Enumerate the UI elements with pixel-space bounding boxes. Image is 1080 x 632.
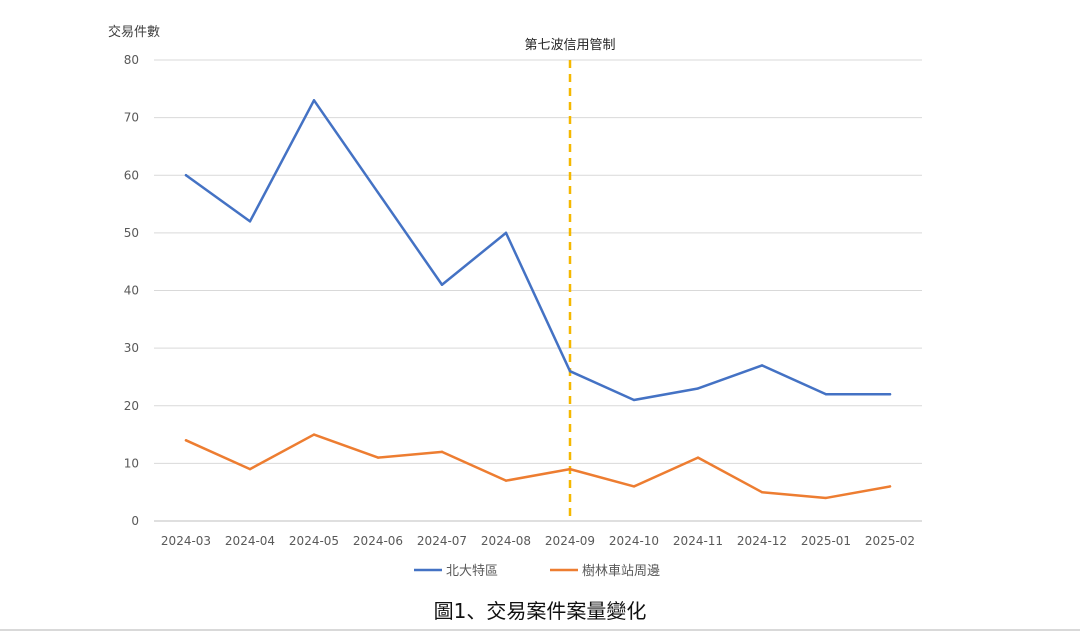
data-point	[376, 456, 380, 459]
x-tick-label: 2025-01	[801, 534, 851, 548]
data-point	[184, 174, 188, 177]
data-point	[184, 439, 188, 442]
data-point	[440, 450, 444, 454]
x-tick-label: 2024-03	[161, 534, 211, 548]
x-axis-ticks: 2024-03 2024-04 2024-05 2024-06 2024-07 2024-…	[161, 534, 915, 548]
x-tick-label: 2024-05	[289, 534, 339, 548]
data-point	[440, 283, 444, 286]
series-line-1	[184, 99, 892, 402]
annotation-label: 第七波信用管制	[524, 38, 615, 53]
figure-caption: 圖1、交易案件案量變化	[433, 599, 647, 623]
legend-entry: 北大特區	[446, 564, 498, 579]
data-point	[568, 467, 572, 471]
data-point	[632, 398, 636, 402]
y-tick-label: 20	[124, 399, 139, 413]
y-tick-label: 70	[124, 111, 139, 125]
x-tick-label: 2024-11	[673, 534, 723, 548]
series-lines	[184, 99, 892, 500]
x-tick-label: 2024-08	[481, 534, 531, 548]
y-axis-label: 交易件數	[108, 24, 160, 40]
data-point	[504, 231, 508, 235]
y-tick-label: 80	[124, 53, 139, 67]
data-point	[696, 456, 700, 459]
series-line-2	[184, 433, 892, 500]
data-point	[888, 485, 892, 488]
bottom-divider	[0, 629, 1080, 631]
x-tick-label: 2024-10	[609, 534, 659, 548]
legend: 北大特區 樹林車站周邊	[414, 564, 660, 579]
data-point	[568, 369, 572, 373]
legend-entry: 樹林車站周邊	[582, 564, 660, 579]
x-tick-label: 2024-09	[545, 534, 595, 548]
gridlines	[154, 59, 922, 522]
x-tick-label: 2024-06	[353, 534, 403, 548]
y-tick-label: 10	[124, 456, 139, 470]
data-point	[248, 220, 252, 223]
data-point	[376, 191, 380, 194]
y-tick-label: 50	[124, 226, 139, 240]
y-tick-label: 60	[124, 168, 139, 182]
y-tick-label: 0	[131, 514, 139, 528]
data-point	[888, 393, 892, 396]
data-point	[760, 364, 764, 367]
x-tick-label: 2024-07	[417, 534, 467, 548]
y-tick-label: 30	[124, 341, 139, 355]
data-point	[824, 496, 828, 500]
data-point	[504, 479, 508, 482]
data-point	[632, 485, 636, 488]
annotation: 第七波信用管制	[524, 38, 616, 521]
data-point	[696, 387, 700, 390]
y-axis-ticks: 0 10 20 30 40 50 60 70 80	[124, 53, 139, 528]
data-point	[312, 433, 316, 436]
data-point	[760, 490, 764, 494]
y-tick-label: 40	[124, 284, 139, 298]
data-point	[248, 467, 252, 471]
x-tick-label: 2025-02	[865, 534, 915, 548]
x-tick-label: 2024-12	[737, 534, 787, 548]
data-point	[824, 393, 828, 396]
data-point	[312, 99, 316, 102]
x-tick-label: 2024-04	[225, 534, 275, 548]
